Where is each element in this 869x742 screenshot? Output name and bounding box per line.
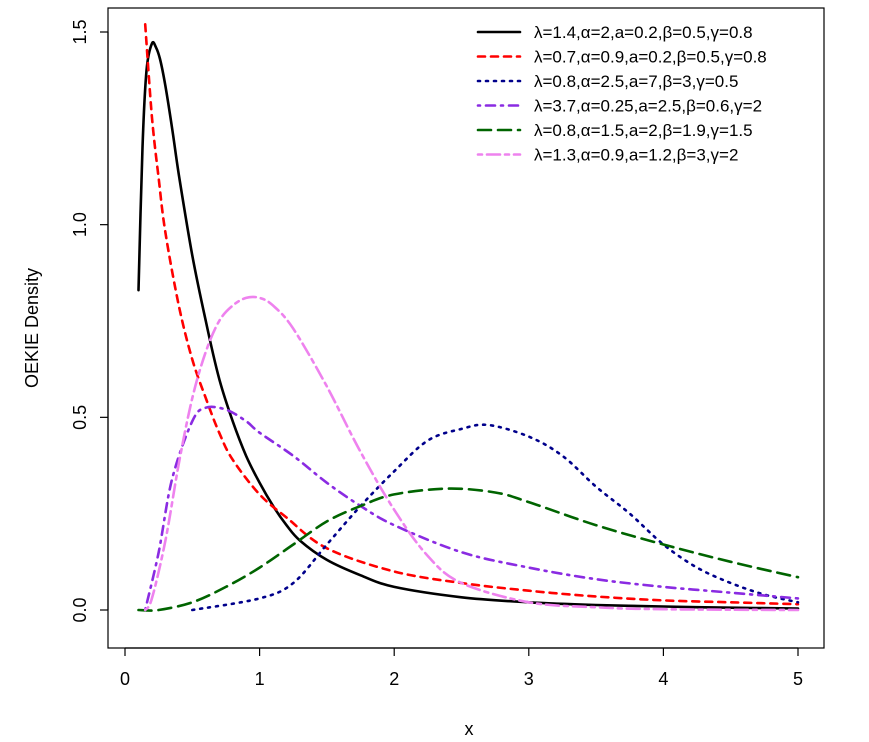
legend-label-3: λ=0.8,α=2.5,a=7,β=3,γ=0.5: [534, 72, 738, 91]
y-tick-label: 0.0: [70, 597, 90, 622]
y-tick-label: 1.5: [70, 19, 90, 44]
x-tick-label: 3: [524, 669, 534, 689]
x-tick-label: 1: [255, 669, 265, 689]
y-axis: 0.0 0.5 1.0 1.5: [70, 19, 109, 623]
y-tick-label: 0.5: [70, 405, 90, 430]
x-tick-label: 4: [658, 669, 668, 689]
x-axis-title: x: [465, 719, 474, 739]
legend-label-4: λ=3.7,α=0.25,a=2.5,β=0.6,γ=2: [534, 97, 762, 116]
x-tick-label: 5: [793, 669, 803, 689]
legend-label-2: λ=0.7,α=0.9,a=0.2,β=0.5,γ=0.8: [534, 48, 767, 67]
x-tick-label: 2: [389, 669, 399, 689]
legend-label-6: λ=1.3,α=0.9,a=1.2,β=3,γ=2: [534, 146, 738, 165]
x-axis: 0 1 2 3 4 5: [120, 647, 803, 689]
series-line-3: [191, 423, 800, 612]
series-line-5: [137, 487, 800, 612]
series-line-2: [143, 23, 800, 606]
series-line-6: [143, 295, 800, 612]
legend-label-1: λ=1.4,α=2,a=0.2,β=0.5,γ=0.8: [534, 23, 753, 42]
series-curves: [137, 23, 800, 612]
y-tick-label: 1.0: [70, 212, 90, 237]
series-line-4: [143, 405, 800, 612]
y-axis-title: OEKIE Density: [22, 268, 42, 388]
x-tick-label: 0: [120, 669, 130, 689]
legend: λ=1.4,α=2,a=0.2,β=0.5,γ=0.8 λ=0.7,α=0.9,a…: [476, 23, 767, 165]
legend-label-5: λ=0.8,α=1.5,a=2,β=1.9,γ=1.5: [534, 121, 753, 140]
